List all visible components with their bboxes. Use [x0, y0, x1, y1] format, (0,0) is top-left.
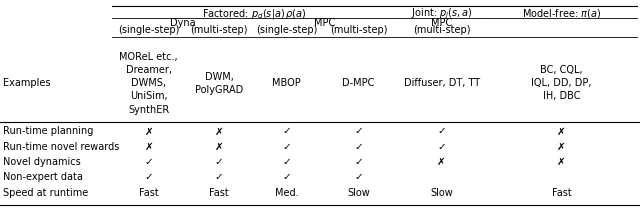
- Text: MPC: MPC: [314, 18, 335, 28]
- Text: DWM,
PolyGRAD: DWM, PolyGRAD: [195, 72, 243, 95]
- Text: MPC: MPC: [431, 18, 452, 28]
- Text: ✗: ✗: [437, 157, 446, 167]
- Text: Slow: Slow: [347, 188, 370, 198]
- Text: Non-expert data: Non-expert data: [3, 172, 83, 182]
- Text: MBOP: MBOP: [272, 78, 301, 88]
- Text: Slow: Slow: [430, 188, 453, 198]
- Text: (multi-step): (multi-step): [191, 25, 248, 35]
- Text: ✗: ✗: [557, 126, 566, 136]
- Text: (multi-step): (multi-step): [413, 25, 470, 35]
- Text: ✗: ✗: [145, 142, 153, 152]
- Text: Fast: Fast: [209, 188, 229, 198]
- Text: ✓: ✓: [282, 126, 291, 136]
- Text: ✓: ✓: [145, 172, 153, 182]
- Text: Fast: Fast: [139, 188, 159, 198]
- Text: ✗: ✗: [145, 126, 153, 136]
- Text: Novel dynamics: Novel dynamics: [3, 157, 81, 167]
- Text: MOReL etc.,
Dreamer,
DWMS,
UniSim,
SynthER: MOReL etc., Dreamer, DWMS, UniSim, Synth…: [120, 52, 178, 115]
- Text: ✗: ✗: [557, 142, 566, 152]
- Text: Run-time novel rewards: Run-time novel rewards: [3, 142, 120, 152]
- Text: Fast: Fast: [552, 188, 572, 198]
- Text: ✗: ✗: [215, 126, 223, 136]
- Text: ✓: ✓: [354, 142, 363, 152]
- Text: (single-step): (single-step): [118, 25, 179, 35]
- Text: Med.: Med.: [275, 188, 298, 198]
- Text: ✗: ✗: [557, 157, 566, 167]
- Text: ✓: ✓: [282, 172, 291, 182]
- Text: Speed at runtime: Speed at runtime: [3, 188, 88, 198]
- Text: ✓: ✓: [145, 157, 153, 167]
- Text: BC, CQL,
IQL, DD, DP,
IH, DBC: BC, CQL, IQL, DD, DP, IH, DBC: [531, 65, 592, 102]
- Text: Joint: $p_j(s, a)$: Joint: $p_j(s, a)$: [411, 6, 472, 21]
- Text: ✓: ✓: [282, 157, 291, 167]
- Text: Diffuser, DT, TT: Diffuser, DT, TT: [404, 78, 479, 88]
- Text: ✗: ✗: [215, 142, 223, 152]
- Text: ✓: ✓: [215, 172, 223, 182]
- Text: (single-step): (single-step): [256, 25, 317, 35]
- Text: Model-free: $\pi(a)$: Model-free: $\pi(a)$: [522, 7, 601, 20]
- Text: Examples: Examples: [3, 78, 51, 88]
- Text: Dyna: Dyna: [170, 18, 195, 28]
- Text: ✓: ✓: [215, 157, 223, 167]
- Text: Factored: $p_d(s|a)\,\rho(a)$: Factored: $p_d(s|a)\,\rho(a)$: [202, 6, 307, 21]
- Text: ✓: ✓: [437, 142, 446, 152]
- Text: ✓: ✓: [354, 172, 363, 182]
- Text: ✓: ✓: [437, 126, 446, 136]
- Text: Run-time planning: Run-time planning: [3, 126, 93, 136]
- Text: D-MPC: D-MPC: [342, 78, 374, 88]
- Text: (multi-step): (multi-step): [330, 25, 387, 35]
- Text: ✓: ✓: [354, 126, 363, 136]
- Text: ✓: ✓: [354, 157, 363, 167]
- Text: ✓: ✓: [282, 142, 291, 152]
